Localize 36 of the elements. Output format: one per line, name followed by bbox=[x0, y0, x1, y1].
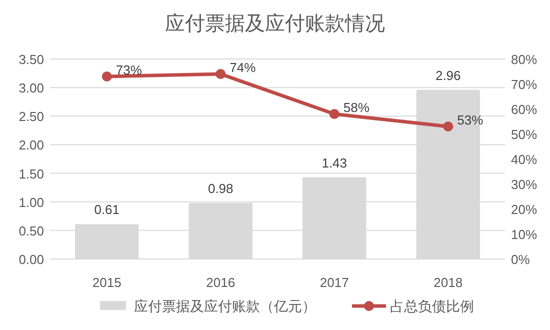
y-tick-label: 3.50 bbox=[18, 52, 44, 67]
point bbox=[216, 69, 226, 79]
y-tick-label: 2.50 bbox=[18, 109, 44, 124]
data-label: 74% bbox=[230, 60, 256, 75]
chart-title: 应付票据及应付账款情况 bbox=[165, 13, 385, 35]
point bbox=[102, 72, 112, 82]
point bbox=[329, 109, 340, 119]
y2-tick-label: 0% bbox=[511, 252, 530, 267]
y-tick-label: 1.50 bbox=[18, 166, 44, 182]
y2-tick-label: 10% bbox=[511, 227, 538, 242]
x-tick-label: 2015 bbox=[92, 275, 122, 290]
y2-tick-label: 70% bbox=[511, 77, 538, 92]
point bbox=[443, 122, 454, 132]
y-tick-label: 1.00 bbox=[18, 194, 44, 210]
data-label: 53% bbox=[457, 112, 484, 128]
y-tick-label: 3.00 bbox=[18, 80, 44, 96]
data-label: 73% bbox=[116, 62, 142, 78]
x-tick-label: 2018 bbox=[434, 275, 463, 290]
y2-tick-label: 30% bbox=[511, 177, 538, 192]
x-tick-label: 2016 bbox=[206, 275, 236, 290]
y2-tick-label: 60% bbox=[511, 102, 538, 117]
y2-tick-label: 80% bbox=[511, 52, 538, 67]
y2-tick-label: 20% bbox=[511, 202, 538, 217]
y-tick-label: 0.00 bbox=[18, 252, 44, 267]
y-tick-label: 2.00 bbox=[18, 138, 44, 153]
y-tick-label: 0.50 bbox=[18, 223, 44, 238]
y2-tick-label: 50% bbox=[511, 127, 538, 142]
data-label: 0.61 bbox=[94, 202, 120, 218]
legend-label: 占总负债比例 bbox=[390, 298, 474, 314]
x-tick-label: 2017 bbox=[320, 275, 349, 290]
data-label: 0.98 bbox=[208, 181, 234, 196]
legend-label: 应付票据及应付账款（亿元） bbox=[134, 298, 316, 314]
data-label: 2.96 bbox=[435, 68, 461, 83]
data-label: 1.43 bbox=[322, 155, 348, 170]
y2-tick-label: 40% bbox=[511, 152, 538, 167]
data-label: 58% bbox=[343, 100, 370, 115]
